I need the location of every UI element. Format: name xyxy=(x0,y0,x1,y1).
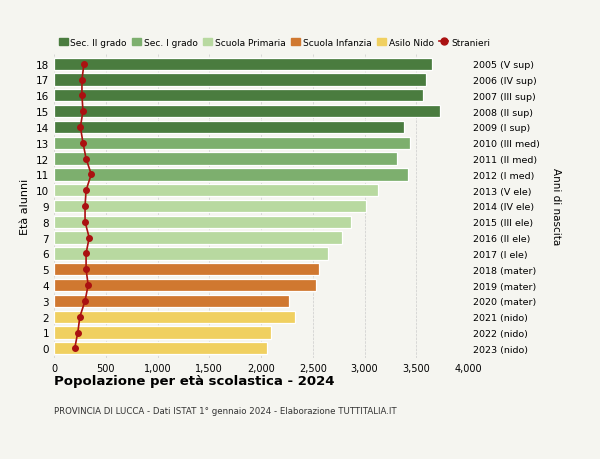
Bar xyxy=(54,311,295,323)
Y-axis label: Anni di nascita: Anni di nascita xyxy=(551,168,561,245)
Bar xyxy=(54,342,267,355)
Text: Popolazione per età scolastica - 2024: Popolazione per età scolastica - 2024 xyxy=(54,374,335,387)
Text: PROVINCIA DI LUCCA - Dati ISTAT 1° gennaio 2024 - Elaborazione TUTTITALIA.IT: PROVINCIA DI LUCCA - Dati ISTAT 1° genna… xyxy=(54,406,397,415)
Bar xyxy=(54,90,424,102)
Bar xyxy=(54,216,351,229)
Bar xyxy=(54,106,440,118)
Bar xyxy=(54,137,410,150)
Bar xyxy=(54,232,342,244)
Bar xyxy=(54,263,319,276)
Bar xyxy=(54,74,425,86)
Bar xyxy=(54,279,316,291)
Bar xyxy=(54,295,289,308)
Legend: Sec. II grado, Sec. I grado, Scuola Primaria, Scuola Infanzia, Asilo Nido, Stran: Sec. II grado, Sec. I grado, Scuola Prim… xyxy=(59,39,490,48)
Bar xyxy=(54,58,432,71)
Bar xyxy=(54,169,408,181)
Bar xyxy=(54,122,404,134)
Bar xyxy=(54,153,397,165)
Y-axis label: Età alunni: Età alunni xyxy=(20,179,31,235)
Bar xyxy=(54,185,378,197)
Bar xyxy=(54,327,271,339)
Bar xyxy=(54,201,365,213)
Bar xyxy=(54,248,328,260)
